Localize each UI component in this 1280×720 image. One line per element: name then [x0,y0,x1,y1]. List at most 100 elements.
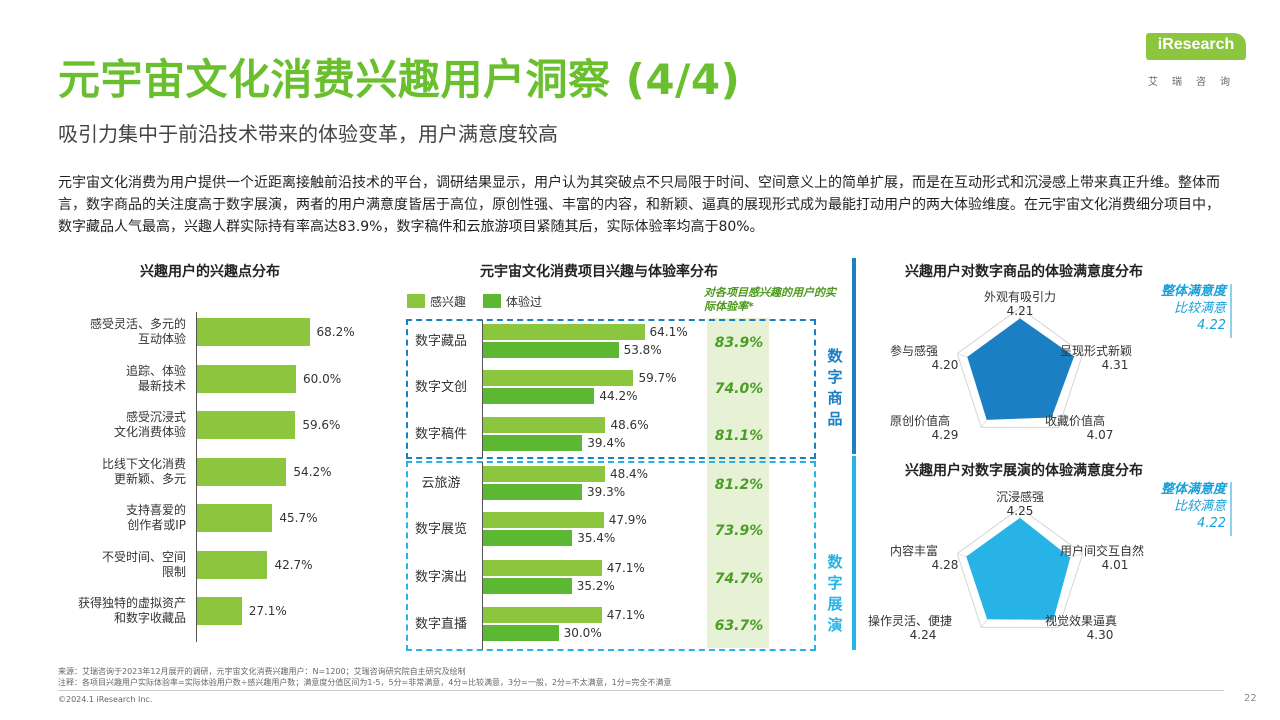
source-note: 来源：艾瑞咨询于2023年12月展开的调研，元宇宙文化消费兴趣用户：N=1200… [58,667,466,676]
footnote: 注释：各项目兴趣用户实际体验率=实际体验用户数÷感兴趣用户数；满意度分值区间为1… [58,678,672,687]
experienced-bar [483,530,573,546]
project-category-label: 云旅游 [421,476,461,491]
radar-axis-label: 沉浸感强 4.25 [965,490,1075,518]
experience-rate-value: 83.9% [714,335,764,351]
interest-value-label: 47.1% [606,608,645,622]
radar-axis-label: 参与感强 4.20 [890,344,1000,372]
interest-value-label: 59.6% [302,418,341,432]
interest-category-line: 互动体验 [137,332,186,346]
copyright: ©2024.1 iResearch Inc. [58,695,153,704]
interest-category-label: 追踪、体验 最新技术 [50,364,186,394]
interest-value-label: 42.7% [274,557,313,572]
group-box-digital-goods [406,319,816,459]
goods-radar-title: 兴趣用户对数字商品的体验满意度分布 [905,264,1143,280]
experience-rate-value: 81.2% [714,477,764,493]
interest-bar [483,466,605,482]
experience-rate-value: 74.7% [714,571,764,587]
digital-shows-radar [956,507,1084,628]
overall-goods-accent [1230,284,1232,338]
experienced-bar [483,388,595,404]
radar-axis-name: 视觉效果逼真 [1045,614,1118,628]
interest-category-line: 感受灵活、多元的 [89,317,186,331]
experienced-value-label: 53.8% [623,343,662,357]
interest-category-label: 不受时间、空间 限制 [50,550,186,580]
interest-category-label: 支持喜爱的 创作者或IP [50,503,186,533]
interest-category-label: 感受沉浸式 文化消费体验 [50,410,186,440]
interest-value-label: 54.2% [293,464,332,479]
overall-shows-accent [1230,482,1232,536]
logo-subtext: 艾瑞咨询 [1148,77,1244,88]
radar-axis-value: 4.25 [1006,504,1034,518]
overall-shows-callout: 整体满意度 比较满意 4.22 [1120,481,1226,532]
divider-digital-goods [852,258,856,454]
radar-axis-value: 4.21 [1006,304,1034,318]
overall-goods-title: 整体满意度 [1160,284,1226,299]
radar-axis-name: 原创价值高 [890,414,951,428]
radar-axis-name: 操作灵活、便捷 [868,614,953,628]
interest-bar [483,324,645,340]
experienced-bar [483,578,572,594]
interest-bar [483,607,602,623]
experienced-bar [483,435,583,451]
logo-text: iResearch [1157,36,1235,53]
rate-column-background [707,318,769,648]
radar-axis-name: 收藏价值高 [1045,414,1106,428]
interest-category-line: 和数字收藏品 [113,611,186,625]
interest-bar [483,560,602,576]
interest-category-line: 创作者或IP [127,518,186,532]
interest-value-label: 48.4% [609,467,649,481]
radar-axis-value: 4.31 [1101,358,1129,372]
experience-rate-value: 81.1% [714,428,764,444]
interest-category-line: 比线下文化消费 [101,456,186,471]
radar-axis-label: 外观有吸引力 4.21 [965,290,1075,318]
interest-category-label: 获得独特的虚拟资产 和数字收藏品 [50,596,186,626]
radar-axis-name: 参与感强 [890,344,939,358]
show-radar-title: 兴趣用户对数字展演的体验满意度分布 [905,463,1143,479]
interest-category-line: 更新颖、多元 [113,471,186,486]
interest-bar [197,364,296,393]
radar-axis-label: 视觉效果逼真 4.30 [1045,614,1155,642]
interest-bar [197,457,287,486]
interest-bar [197,411,296,439]
interest-bar [483,370,634,386]
interest-category-label: 感受灵活、多元的 互动体验 [50,317,186,347]
divider-digital-shows [852,456,856,650]
experienced-bar [483,342,619,358]
radar-axis-label: 原创价值高 4.29 [890,414,1000,442]
digital-goods-radar [956,307,1084,428]
legend-experienced-label: 体验过 [506,295,543,309]
radar-axis-label: 操作灵活、便捷 4.24 [868,614,978,642]
interest-bar [197,318,310,346]
project-category-label: 数字直播 [414,617,467,632]
interest-bar [197,504,273,532]
group-label-digital-shows: 数字展演 [827,553,843,634]
radar-axis-name: 用户间交互自然 [1060,544,1145,558]
interest-category-line: 文化消费体验 [113,425,186,439]
interest-bar [483,512,604,528]
interest-bar [483,417,606,433]
interest-category-line: 获得独特的虚拟资产 [77,596,186,610]
project-chart-title: 元宇宙文化消费项目兴趣与体验率分布 [480,264,718,280]
legend-interest-swatch [407,294,425,308]
radar-axis-value: 4.30 [1086,628,1114,642]
interest-value-label: 59.7% [638,371,677,385]
radar-value-area [966,517,1071,620]
interest-value-label: 45.7% [279,511,318,525]
project-axis-line [482,320,483,458]
experience-rate-value: 74.0% [714,381,764,397]
project-category-label: 数字演出 [414,570,467,585]
interest-category-line: 最新技术 [137,378,186,393]
experienced-value-label: 39.4% [587,436,626,450]
interest-value-label: 64.1% [649,325,688,339]
experienced-value-label: 35.2% [576,579,615,593]
legend-experienced-swatch [483,294,501,308]
overall-shows-title: 整体满意度 [1160,482,1226,497]
interest-bar [197,550,268,579]
group-label-digital-goods: 数字商品 [827,347,843,428]
experienced-value-label: 30.0% [563,626,602,640]
legend-interest-label: 感兴趣 [430,295,467,309]
interest-category-line: 感受沉浸式 [125,410,186,424]
radar-axis-value: 4.24 [909,628,937,642]
interest-value-label: 60.0% [303,371,342,386]
intro-paragraph: 元宇宙文化消费为用户提供一个近距离接触前沿技术的平台，调研结果显示，用户认为其突… [58,175,1220,235]
